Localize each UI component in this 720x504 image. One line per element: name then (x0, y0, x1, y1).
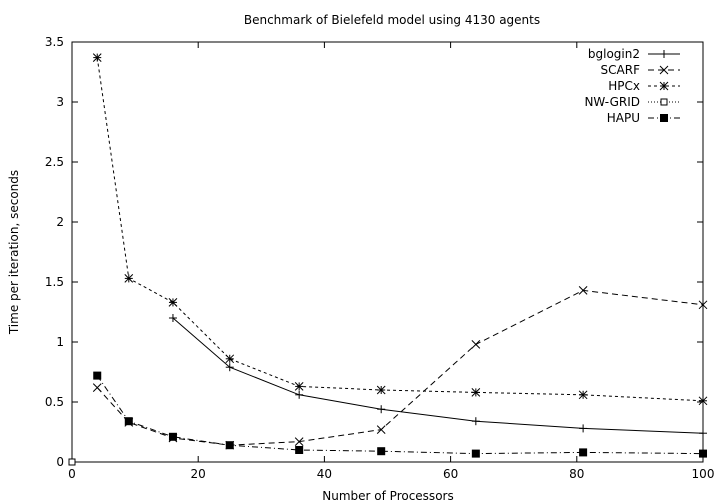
data-point-hapu (699, 449, 707, 458)
x-tick-label: 60 (443, 467, 458, 481)
data-point-bglogin2 (579, 424, 588, 433)
data-point-hpcx (294, 382, 304, 391)
series-line-scarf (96, 289, 704, 446)
plot-frame (71, 41, 704, 463)
legend-label-bglogin2: bglogin2 (588, 47, 640, 61)
data-point-hpcx (471, 388, 481, 397)
legend-marker-hapu (660, 114, 668, 122)
data-point-hpcx (168, 298, 178, 307)
y-tick-label: 1 (56, 335, 64, 349)
data-point-hpcx (124, 274, 134, 283)
series-line-hapu (96, 375, 704, 455)
data-point-bglogin2 (295, 390, 304, 399)
data-point-hpcx (376, 385, 386, 395)
data-point-bglogin2 (471, 417, 480, 426)
x-axis-label: Number of Processors (322, 489, 453, 503)
data-point-hpcx (578, 390, 588, 400)
legend-marker-hpcx (659, 81, 669, 91)
data-point-hapu (295, 446, 304, 454)
y-tick-label: 2.5 (45, 155, 64, 169)
data-point-bglogin2 (699, 429, 707, 438)
data-point-scarf (294, 437, 304, 446)
data-point-hapu (93, 371, 102, 380)
legend: bglogin2 SCARF HPCx NW-GRID HAPU (584, 47, 680, 125)
x-tick-label: 100 (692, 467, 715, 481)
data-point-hpcx (92, 53, 102, 62)
legend-marker-nw-grid (660, 98, 668, 106)
data-point-hapu (471, 449, 480, 458)
data-point-hpcx (225, 354, 235, 364)
series-points (68, 53, 708, 466)
axis-ticks: 0 20 40 60 80 100 0 0.5 1 1.5 2 2.5 3 3.5 (45, 35, 715, 481)
data-point-scarf (92, 383, 102, 392)
y-tick-label: 1.5 (45, 275, 64, 289)
legend-marker-bglogin2 (660, 50, 668, 58)
data-point-hapu (225, 441, 234, 450)
x-tick-label: 80 (569, 467, 584, 481)
legend-label-scarf: SCARF (601, 63, 641, 77)
data-point-bglogin2 (377, 405, 386, 414)
data-point-hpcx (698, 396, 708, 406)
data-point-scarf (698, 300, 708, 310)
y-tick-label: 0 (56, 455, 64, 469)
y-axis-label: Time per iteration, seconds (7, 170, 21, 335)
x-tick-label: 0 (68, 467, 76, 481)
y-tick-label: 2 (56, 215, 64, 229)
data-point-scarf (376, 425, 386, 434)
legend-marker-scarf (659, 65, 669, 75)
data-point-nw-grid (68, 458, 76, 466)
data-point-bglogin2 (168, 314, 177, 322)
data-point-hapu (579, 448, 588, 457)
data-point-scarf (578, 286, 588, 295)
chart-title: Benchmark of Bielefeld model using 4130 … (244, 13, 540, 27)
y-tick-label: 3.5 (45, 35, 64, 49)
legend-label-hpcx: HPCx (608, 79, 640, 93)
data-point-bglogin2 (225, 363, 234, 372)
data-point-hapu (168, 432, 177, 441)
legend-label-hapu: HAPU (607, 111, 640, 125)
legend-label-nw-grid: NW-GRID (584, 95, 640, 109)
series-line-hpcx (96, 57, 704, 402)
data-point-scarf (471, 340, 481, 349)
series-line-bglogin2 (172, 317, 704, 434)
y-tick-label: 3 (56, 95, 64, 109)
data-point-hapu (377, 447, 386, 456)
y-tick-label: 0.5 (45, 395, 64, 409)
data-point-hapu (124, 417, 133, 426)
x-tick-label: 20 (191, 467, 206, 481)
x-tick-label: 40 (317, 467, 332, 481)
